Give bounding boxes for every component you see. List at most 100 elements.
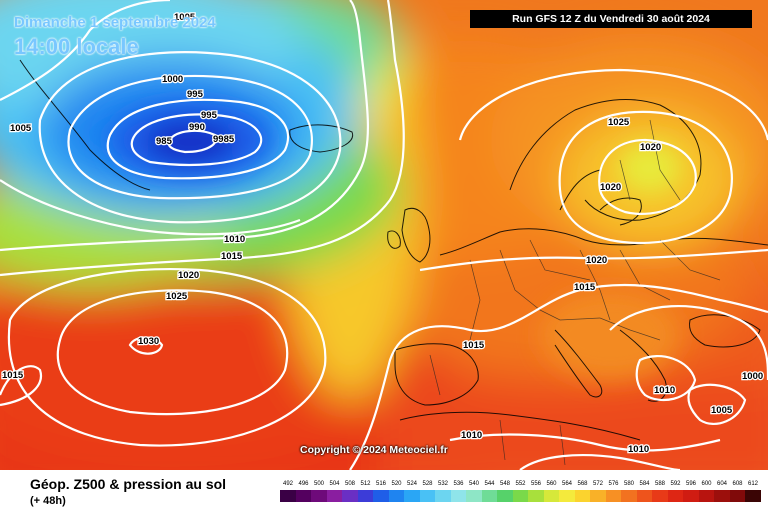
legend-tick-label: 612 [747, 481, 758, 487]
forecast-date: Dimanche 1 septembre 2024 [14, 14, 216, 31]
run-banner: Run GFS 12 Z du Vendredi 30 août 2024 [470, 10, 752, 28]
legend-tick-label: 596 [685, 481, 696, 487]
legend-tick-label: 540 [468, 481, 479, 487]
legend-swatch [450, 490, 466, 502]
legend-swatch [342, 490, 358, 502]
legend-swatch [714, 490, 730, 502]
legend-tick-label: 568 [577, 481, 588, 487]
legend-swatch [512, 490, 528, 502]
legend-tick-label: 496 [298, 481, 309, 487]
isobar-label: 9985 [213, 134, 235, 145]
isobar-label: 985 [156, 136, 173, 147]
legend-swatch [373, 490, 389, 502]
forecast-lead-time: (+ 48h) [30, 495, 66, 507]
legend-swatch [295, 490, 311, 502]
legend-swatch [559, 490, 575, 502]
legend-tick-label: 516 [375, 481, 386, 487]
legend-swatch [729, 490, 745, 502]
legend-swatch [404, 490, 420, 502]
isobar-label: 1010 [654, 385, 675, 396]
isobars [0, 0, 768, 470]
legend-swatch [605, 490, 621, 502]
legend-tick-label: 604 [716, 481, 727, 487]
forecast-time: 14:00 locale [14, 34, 139, 59]
legend-tick-label: 504 [329, 481, 340, 487]
legend-tick-label: 608 [732, 481, 743, 487]
legend-swatch [481, 490, 497, 502]
isobar-label: 1015 [574, 282, 596, 293]
isobar-label: 1000 [742, 371, 763, 382]
legend-swatch [543, 490, 559, 502]
isobar-label: 1020 [600, 182, 621, 193]
isobar-label: 995 [201, 110, 218, 121]
isobar-label: 1005 [174, 12, 196, 23]
legend-tick-label: 564 [561, 481, 572, 487]
legend-swatch [497, 490, 513, 502]
legend-tick-label: 544 [484, 481, 495, 487]
isobar-label: 1005 [10, 123, 32, 134]
legend-tick-label: 512 [360, 481, 371, 487]
legend-swatch [280, 490, 296, 502]
legend-tick-label: 532 [437, 481, 448, 487]
legend-tick-label: 492 [282, 481, 293, 487]
legend-tick-label: 520 [391, 481, 402, 487]
legend-tick-label: 588 [654, 481, 665, 487]
isobar-label: 1010 [461, 430, 482, 441]
legend-tick-label: 560 [546, 481, 557, 487]
copyright-notice: Copyright © 2024 Meteociel.fr [300, 444, 448, 456]
isobar-label: 1010 [224, 234, 245, 245]
legend-swatch [311, 490, 327, 502]
isobar-label: 1015 [463, 340, 485, 351]
legend-swatch [683, 490, 699, 502]
isobar-labels: 1005 1000 995 995 990 985 9985 1005 1010… [1, 11, 765, 457]
isobar-label: 1025 [608, 117, 630, 128]
legend-swatch [528, 490, 544, 502]
legend-swatch [435, 490, 451, 502]
isobar-label: 1015 [2, 370, 24, 381]
legend-tick-label: 580 [623, 481, 634, 487]
legend-swatch [667, 490, 683, 502]
legend-tick-label: 592 [670, 481, 681, 487]
coastlines [19, 59, 768, 441]
legend-tick-label: 556 [530, 481, 541, 487]
legend-tick-label: 584 [639, 481, 650, 487]
legend-tick-label: 528 [422, 481, 433, 487]
legend-tick-label: 548 [499, 481, 510, 487]
legend-swatch [419, 490, 435, 502]
legend-tick-label: 500 [313, 481, 324, 487]
legend-swatch [590, 490, 606, 502]
legend-swatch [698, 490, 714, 502]
legend-swatch [636, 490, 652, 502]
isobar-label: 1020 [586, 255, 607, 266]
legend-swatch [466, 490, 482, 502]
legend-tick-label: 576 [608, 481, 619, 487]
legend-swatch [357, 490, 373, 502]
legend-tick-label: 600 [701, 481, 712, 487]
color-legend: 492 496 500 504 508 512 516 520 524 528 532 536 540 5… [280, 481, 761, 503]
isobar-label: 1015 [221, 251, 243, 262]
weather-map: 1005 1000 995 995 990 985 9985 1005 1010… [0, 0, 768, 470]
isobar-label: 1020 [178, 270, 199, 281]
legend-tick-label: 552 [515, 481, 526, 487]
legend-tick-label: 524 [406, 481, 417, 487]
legend-swatch [574, 490, 590, 502]
isobar-label: 1010 [628, 444, 649, 455]
map-footer: Géop. Z500 & pression au sol (+ 48h) 492… [0, 470, 768, 512]
isobar-label: 1025 [166, 291, 188, 302]
legend-swatch [388, 490, 404, 502]
isobar-label: 1030 [138, 336, 159, 347]
legend-swatch [745, 490, 761, 502]
isobar-label: 1020 [640, 142, 661, 153]
legend-tick-label: 508 [344, 481, 355, 487]
legend-tick-label: 572 [592, 481, 603, 487]
legend-tick-label: 536 [453, 481, 464, 487]
isobar-label: 1005 [711, 405, 733, 416]
legend-swatch [652, 490, 668, 502]
isobar-label: 990 [189, 122, 205, 133]
isobar-label: 995 [187, 89, 204, 100]
map-title: Géop. Z500 & pression au sol [30, 476, 227, 492]
legend-swatch [621, 490, 637, 502]
country-borders [429, 119, 721, 466]
legend-swatch [326, 490, 342, 502]
isobar-label: 1000 [162, 74, 183, 85]
